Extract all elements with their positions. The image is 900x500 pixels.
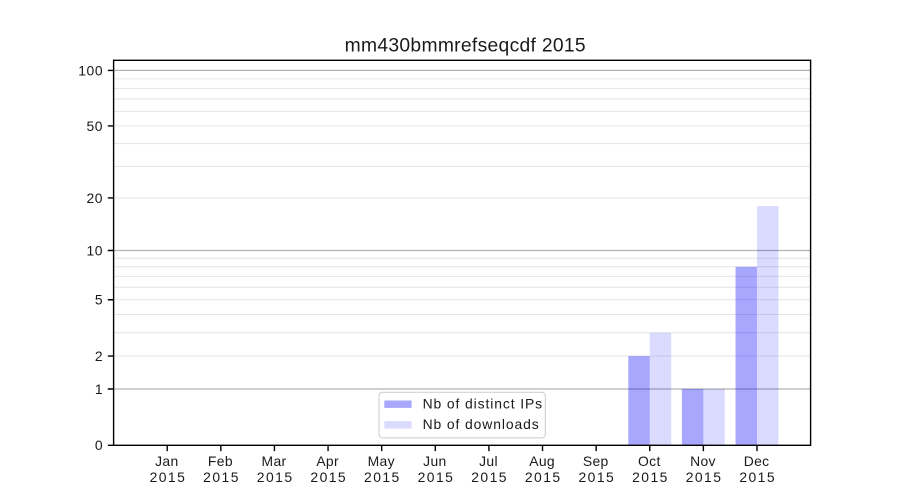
svg-text:Jul: Jul (479, 453, 498, 469)
svg-text:2015: 2015 (364, 469, 401, 485)
svg-text:mm430bmmrefseqcdf 2015: mm430bmmrefseqcdf 2015 (345, 36, 586, 57)
svg-text:Sep: Sep (583, 453, 609, 469)
svg-text:Oct: Oct (638, 453, 661, 469)
svg-text:2015: 2015 (739, 469, 776, 485)
svg-text:2015: 2015 (257, 469, 294, 485)
svg-text:2015: 2015 (525, 469, 562, 485)
svg-text:Dec: Dec (744, 453, 770, 469)
svg-text:Jan: Jan (155, 453, 178, 469)
svg-text:2015: 2015 (632, 469, 669, 485)
svg-text:Apr: Apr (316, 453, 339, 469)
svg-text:2015: 2015 (578, 469, 615, 485)
svg-text:100: 100 (78, 62, 103, 78)
svg-text:Nov: Nov (690, 453, 716, 469)
svg-text:2015: 2015 (310, 469, 347, 485)
svg-text:Feb: Feb (208, 453, 233, 469)
svg-text:Mar: Mar (262, 453, 287, 469)
svg-text:2015: 2015 (471, 469, 508, 485)
svg-text:2015: 2015 (686, 469, 723, 485)
svg-text:Jun: Jun (423, 453, 446, 469)
svg-text:2015: 2015 (418, 469, 455, 485)
svg-text:May: May (368, 453, 395, 469)
svg-text:50: 50 (87, 118, 104, 134)
svg-text:20: 20 (87, 190, 104, 206)
svg-text:Aug: Aug (529, 453, 555, 469)
svg-text:Nb of downloads: Nb of downloads (423, 416, 540, 432)
svg-text:2015: 2015 (150, 469, 187, 485)
svg-text:Nb of distinct IPs: Nb of distinct IPs (423, 395, 543, 411)
svg-text:1: 1 (95, 381, 103, 397)
svg-text:2015: 2015 (203, 469, 240, 485)
svg-text:2: 2 (95, 348, 103, 364)
svg-text:10: 10 (87, 242, 104, 258)
svg-text:5: 5 (95, 292, 103, 308)
svg-text:0: 0 (95, 437, 103, 453)
